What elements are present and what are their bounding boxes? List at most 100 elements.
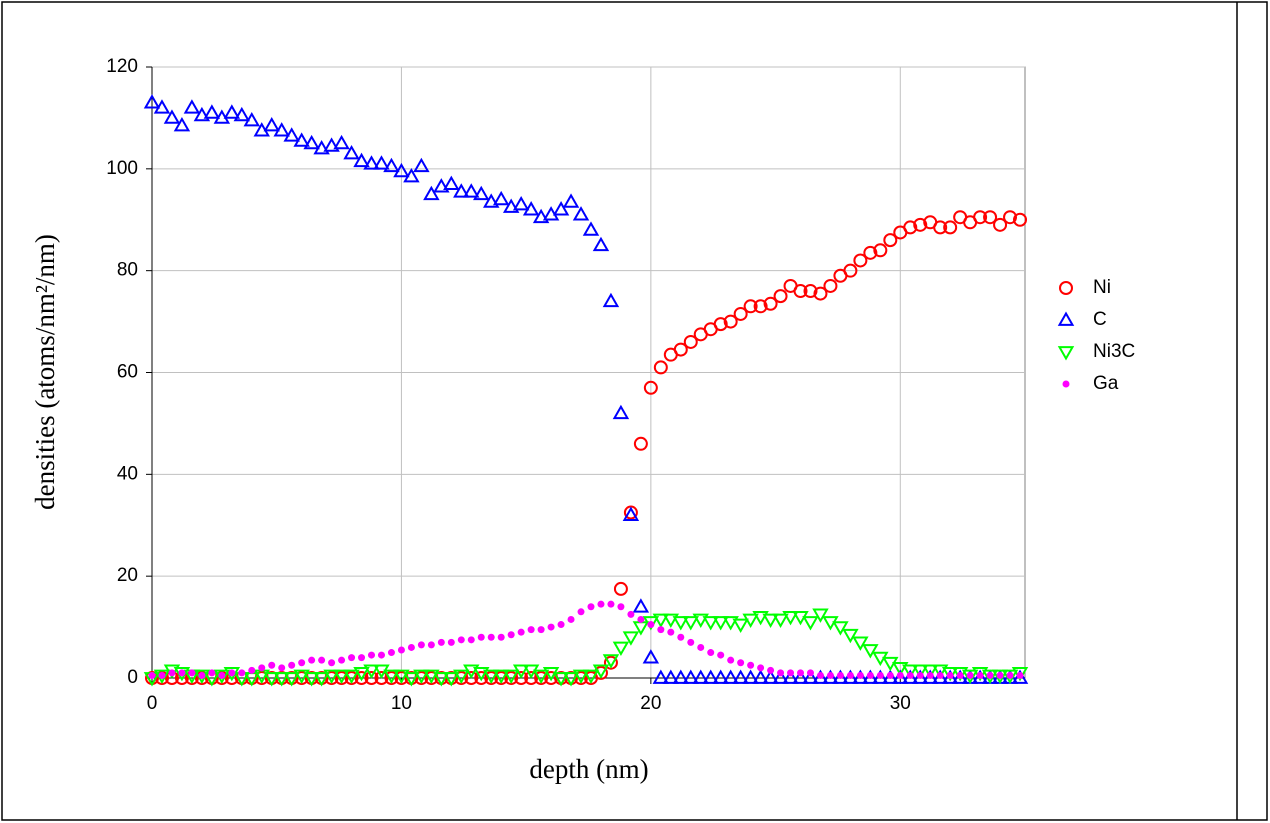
point bbox=[353, 152, 370, 168]
x-tick-label: 30 bbox=[890, 693, 911, 714]
point bbox=[233, 106, 251, 122]
y-tick-label: 60 bbox=[117, 362, 138, 383]
point bbox=[582, 221, 600, 236]
point bbox=[534, 671, 549, 685]
point bbox=[622, 631, 640, 646]
point bbox=[782, 611, 799, 626]
point bbox=[777, 669, 785, 677]
point bbox=[637, 615, 645, 623]
point bbox=[223, 104, 241, 119]
point bbox=[892, 669, 909, 684]
point bbox=[163, 664, 181, 679]
point bbox=[417, 641, 425, 649]
point bbox=[662, 613, 680, 628]
point bbox=[323, 137, 340, 152]
point bbox=[1016, 671, 1024, 679]
point bbox=[387, 649, 395, 657]
point bbox=[826, 671, 834, 679]
point bbox=[866, 671, 874, 679]
point bbox=[502, 198, 520, 213]
point bbox=[613, 581, 628, 596]
point bbox=[956, 671, 964, 679]
point bbox=[443, 175, 460, 190]
point bbox=[323, 669, 340, 684]
point bbox=[582, 669, 600, 684]
point bbox=[248, 666, 256, 674]
point bbox=[852, 669, 869, 684]
point bbox=[862, 644, 879, 659]
point bbox=[527, 626, 535, 634]
point bbox=[557, 621, 565, 629]
point bbox=[463, 664, 480, 679]
point bbox=[1011, 669, 1029, 684]
point bbox=[787, 669, 795, 677]
point bbox=[921, 664, 939, 679]
point bbox=[993, 217, 1008, 232]
point bbox=[723, 314, 738, 329]
point bbox=[876, 671, 884, 679]
y-tick-label: 120 bbox=[106, 56, 138, 77]
point bbox=[263, 117, 280, 132]
point bbox=[303, 134, 320, 150]
point bbox=[423, 185, 440, 201]
point bbox=[188, 669, 196, 677]
point bbox=[951, 667, 969, 682]
point bbox=[842, 669, 859, 684]
point bbox=[966, 671, 974, 679]
point bbox=[697, 643, 705, 651]
point bbox=[612, 404, 630, 420]
point bbox=[492, 669, 510, 684]
point bbox=[973, 210, 988, 225]
point bbox=[587, 603, 595, 611]
point bbox=[883, 233, 898, 248]
y-tick-label: 100 bbox=[106, 158, 138, 179]
point bbox=[647, 621, 655, 629]
point bbox=[367, 651, 375, 659]
point bbox=[612, 641, 630, 656]
point bbox=[263, 672, 280, 687]
x-tick-label: 0 bbox=[147, 693, 158, 714]
point bbox=[933, 220, 948, 235]
point bbox=[344, 671, 359, 685]
point bbox=[512, 664, 530, 679]
point bbox=[313, 672, 330, 687]
point bbox=[203, 104, 221, 119]
y-tick-label: 20 bbox=[117, 565, 138, 586]
point bbox=[757, 664, 765, 672]
point bbox=[218, 671, 226, 679]
point bbox=[733, 306, 748, 321]
point bbox=[1006, 671, 1014, 679]
point bbox=[722, 669, 739, 684]
point bbox=[633, 436, 648, 451]
point bbox=[782, 669, 799, 684]
point bbox=[742, 669, 759, 684]
point bbox=[602, 654, 620, 669]
point bbox=[328, 659, 336, 667]
point bbox=[712, 669, 729, 684]
point bbox=[767, 666, 775, 674]
point bbox=[443, 672, 460, 687]
point bbox=[273, 672, 290, 687]
point bbox=[403, 672, 420, 687]
point bbox=[178, 669, 186, 677]
point bbox=[308, 656, 316, 664]
x-tick-label: 10 bbox=[391, 693, 412, 714]
point bbox=[502, 669, 520, 684]
point bbox=[642, 616, 660, 631]
point bbox=[433, 672, 450, 687]
point bbox=[273, 122, 290, 137]
point bbox=[717, 651, 725, 659]
point bbox=[1003, 210, 1018, 225]
legend-marker bbox=[1059, 281, 1073, 295]
point bbox=[384, 671, 399, 685]
point bbox=[592, 236, 610, 252]
point bbox=[682, 669, 699, 684]
point bbox=[413, 157, 430, 173]
point bbox=[912, 669, 929, 684]
point bbox=[886, 671, 894, 679]
point bbox=[183, 99, 201, 114]
point bbox=[607, 600, 615, 608]
point bbox=[896, 671, 904, 679]
point bbox=[283, 672, 300, 687]
point bbox=[407, 643, 415, 651]
